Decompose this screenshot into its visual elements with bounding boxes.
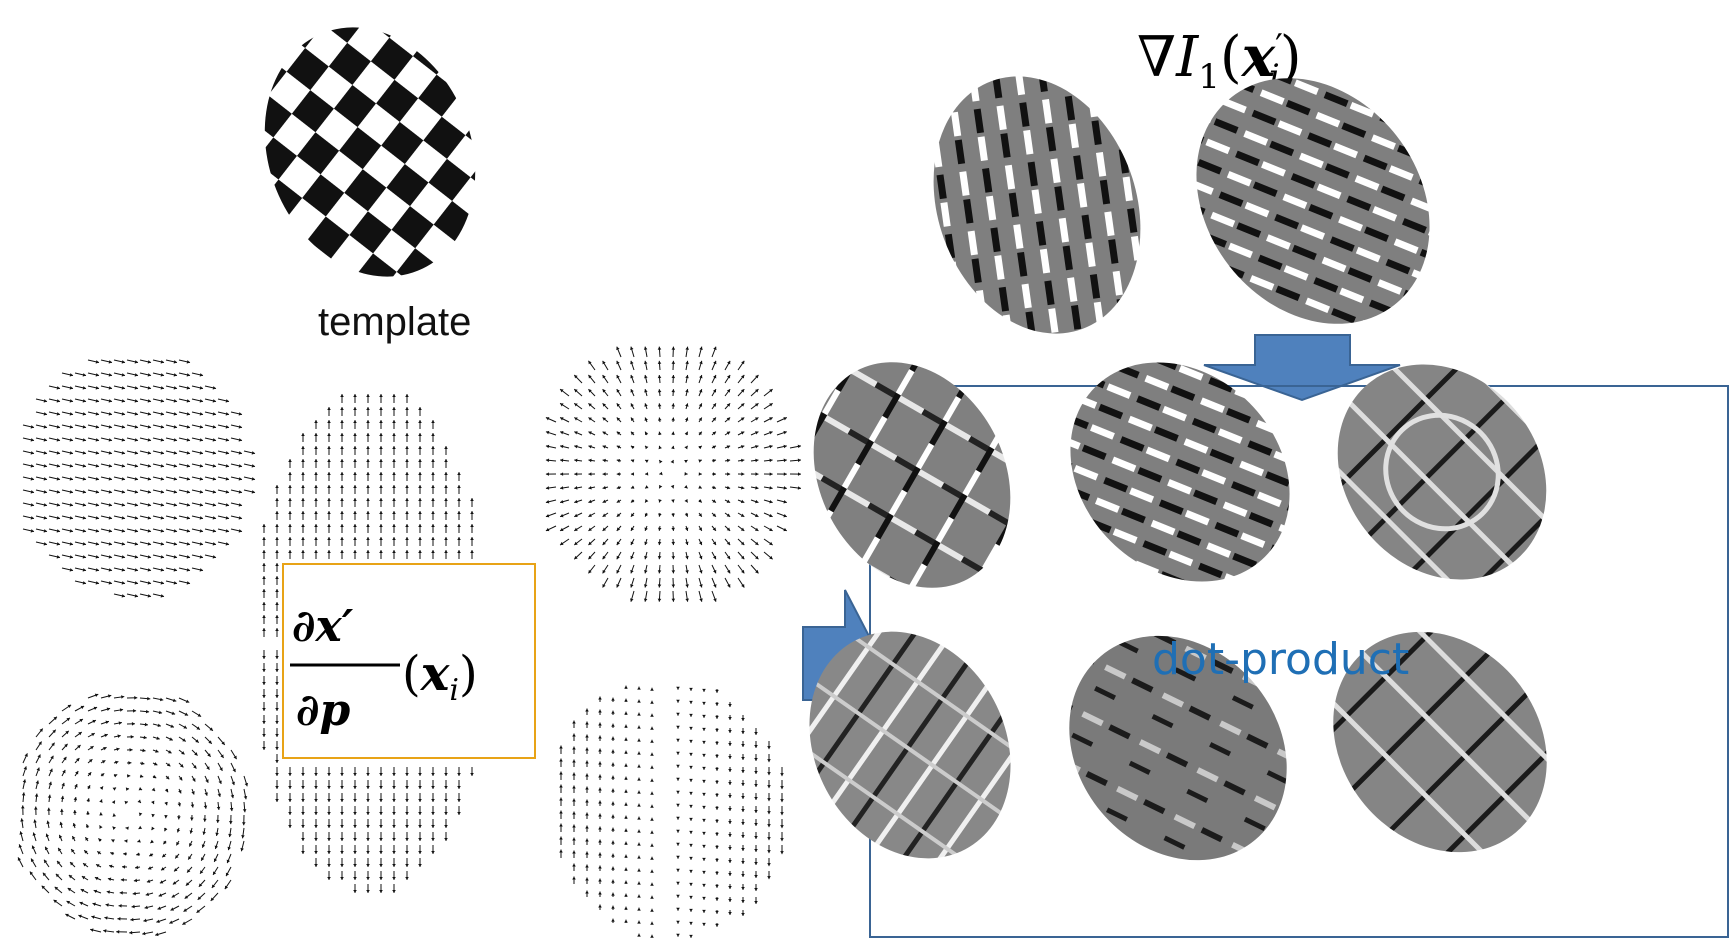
jacobian-numerator: ∂x′ xyxy=(292,601,354,652)
template-label: template xyxy=(318,300,472,344)
vector-field-shear xyxy=(559,685,784,938)
jacobian-denominator: ∂p xyxy=(296,685,351,736)
down-arrow xyxy=(1203,334,1401,402)
jacobian-formula-box: ∂x′ ∂p (xi) xyxy=(282,563,536,759)
dot-product-label: dot-product xyxy=(1152,634,1410,685)
sd-image-3 xyxy=(1330,340,1560,610)
vector-field-scale xyxy=(545,346,802,602)
gradient-formula: ∇I1(x′ i) xyxy=(1137,24,1302,97)
template-image xyxy=(240,10,500,300)
svg-text:∇I1(x′i): ∇I1(x′ i) xyxy=(1137,24,1302,97)
jacobian-argument: (xi) xyxy=(402,646,478,708)
vector-field-translation-x xyxy=(22,359,256,598)
gradient-image-y xyxy=(1190,60,1440,350)
vector-field-translation-y xyxy=(262,394,474,893)
sd-image-1 xyxy=(800,340,1030,610)
jacobian-vector-fields xyxy=(17,346,802,938)
vector-field-rotation xyxy=(17,693,249,937)
gradient-image-x xyxy=(920,60,1160,350)
